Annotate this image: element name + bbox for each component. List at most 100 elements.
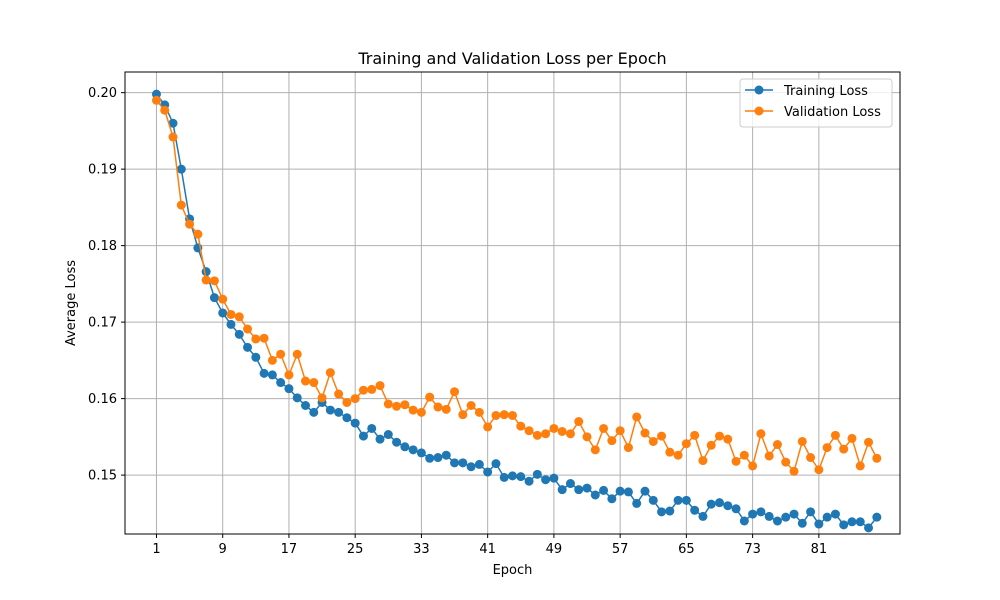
training-loss-point <box>549 473 559 483</box>
training-loss-point <box>814 519 824 529</box>
x-tick-label: 57 <box>612 542 629 557</box>
training-loss-point <box>681 495 691 505</box>
validation-loss-point <box>176 200 186 210</box>
validation-loss-point <box>251 334 261 344</box>
legend-box <box>739 78 893 128</box>
validation-loss-point <box>425 392 435 402</box>
validation-loss-point <box>474 407 484 417</box>
validation-loss-point <box>673 450 683 460</box>
validation-loss-point <box>367 384 377 394</box>
validation-loss-point <box>690 430 700 440</box>
validation-loss-point <box>193 229 203 239</box>
validation-loss-point <box>441 404 451 414</box>
training-loss-point <box>590 490 600 500</box>
validation-loss-point <box>408 405 418 415</box>
training-loss-markers <box>151 89 882 533</box>
validation-loss-point <box>582 432 592 442</box>
training-loss-point <box>201 267 211 277</box>
validation-loss-point <box>243 324 253 334</box>
validation-loss-point <box>665 447 675 457</box>
training-loss-point <box>806 507 816 517</box>
validation-loss-point <box>375 381 385 391</box>
training-loss-point <box>706 499 716 509</box>
validation-loss-point <box>350 394 360 404</box>
legend-label-training: Training Loss <box>783 84 868 99</box>
validation-loss-point <box>292 349 302 359</box>
validation-loss-point <box>301 376 310 386</box>
validation-loss-point <box>508 410 517 420</box>
training-loss-point <box>690 505 700 515</box>
training-loss-point <box>665 506 675 516</box>
legend-swatch-training-marker <box>754 85 764 95</box>
y-tick-label: 0.15 <box>88 469 117 484</box>
validation-loss-point <box>317 393 327 403</box>
training-loss-point <box>764 511 774 521</box>
training-loss-point <box>234 329 244 339</box>
training-loss-point <box>433 453 443 463</box>
validation-loss-point <box>698 456 708 466</box>
validation-loss-point <box>234 312 244 322</box>
training-loss-point <box>582 483 592 493</box>
validation-loss-point <box>839 444 849 454</box>
validation-loss-point <box>218 294 228 304</box>
training-loss-point <box>474 459 484 469</box>
validation-loss-point <box>772 440 782 450</box>
validation-loss-point <box>532 430 542 440</box>
y-tick-label: 0.17 <box>88 316 117 331</box>
validation-loss-point <box>458 410 468 420</box>
training-loss-point <box>607 494 617 504</box>
x-tick-label: 9 <box>219 542 227 557</box>
x-tick-label: 33 <box>413 542 430 557</box>
training-loss-point <box>342 413 352 423</box>
training-loss-point <box>168 118 178 128</box>
validation-loss-point <box>433 402 443 412</box>
validation-loss-point <box>557 427 567 436</box>
training-loss-point <box>508 471 517 481</box>
x-tick-label: 1 <box>152 542 160 557</box>
training-loss-point <box>309 407 319 417</box>
validation-loss-point <box>574 417 584 427</box>
validation-loss-point <box>599 423 609 433</box>
validation-loss-point <box>284 370 294 380</box>
validation-loss-point <box>864 437 874 447</box>
validation-loss-point <box>491 410 501 420</box>
training-loss-point <box>209 293 219 303</box>
x-tick-label: 73 <box>744 542 761 557</box>
validation-loss-point <box>450 387 460 397</box>
training-loss-point <box>822 512 832 522</box>
validation-loss-point <box>764 451 774 461</box>
validation-loss-point <box>814 465 824 475</box>
training-loss-point <box>748 509 758 519</box>
training-loss-point <box>847 517 857 527</box>
validation-loss-point <box>392 401 402 411</box>
training-loss-point <box>632 498 642 508</box>
training-loss-point <box>640 486 650 496</box>
training-loss-point <box>375 434 385 444</box>
training-loss-point <box>516 472 526 482</box>
series-layer <box>151 89 882 533</box>
training-loss-point <box>243 342 253 352</box>
y-tick-label: 0.16 <box>88 392 117 407</box>
legend: Training Loss Validation Loss <box>739 78 893 128</box>
validation-loss-point <box>806 453 816 463</box>
axis-ticks: 1 9 17 25 33 41 49 57 65 73 81 0.15 0.16 0.17 0.18 0.19… <box>88 86 827 557</box>
legend-label-validation: Validation Loss <box>784 105 881 120</box>
training-loss-point <box>251 352 261 362</box>
training-loss-point <box>367 423 377 433</box>
training-loss-point <box>648 495 658 505</box>
training-loss-point <box>615 486 625 496</box>
validation-loss-point <box>516 421 526 431</box>
training-loss-point <box>532 469 542 479</box>
validation-loss-point <box>789 466 799 476</box>
training-loss-point <box>400 442 410 452</box>
validation-loss-point <box>715 431 724 441</box>
training-loss-point <box>441 450 451 460</box>
validation-loss-point <box>549 423 559 433</box>
training-loss-point <box>623 487 633 497</box>
x-tick-label: 25 <box>347 542 364 557</box>
validation-loss-point <box>731 456 741 466</box>
grid <box>125 72 900 534</box>
validation-loss-point <box>185 219 195 229</box>
validation-loss-point <box>201 275 211 285</box>
validation-loss-point <box>830 430 840 440</box>
